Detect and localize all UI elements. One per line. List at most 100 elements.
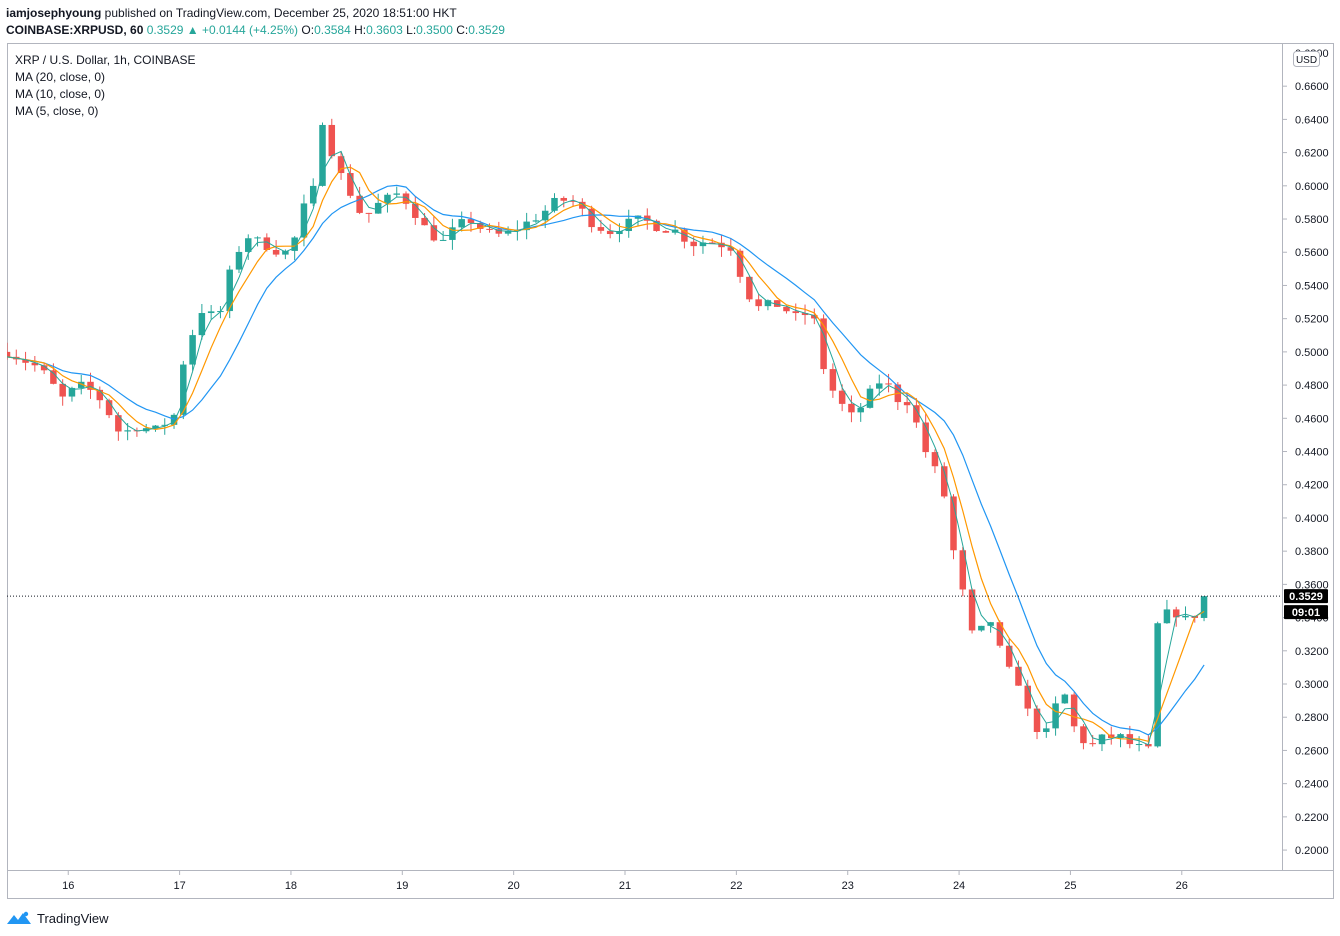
candle-body [1015,666,1022,686]
candle-body [690,241,697,247]
candle-body [708,242,716,244]
price-tick-label: 0.4400 [1295,447,1329,459]
candle-body [263,237,271,250]
candle-body [272,249,280,255]
candle-body [87,381,94,390]
candle-body [959,550,967,590]
candle-body [801,313,809,316]
candle-body [291,237,298,251]
candle-body [560,197,568,201]
candle-body [207,311,215,314]
legend-ma10[interactable]: MA (10, close, 0) [15,87,105,101]
price-tick-label: 0.4000 [1295,513,1329,525]
candle-body [736,250,744,277]
candle-body [838,390,846,404]
candle-body [579,201,586,209]
candle-body [393,193,400,195]
price-tick-label: 0.3600 [1295,579,1329,591]
candle-body [811,315,818,319]
candle-body [950,496,957,551]
candle-body [978,625,985,631]
time-tick-label: 19 [396,880,408,892]
time-axis[interactable]: 16 17 18 19 20 21 22 23 24 25 26 [62,870,1188,892]
candle-body [848,403,855,413]
candle-body [1200,596,1208,618]
currency-badge[interactable]: USD [1293,51,1320,67]
last-price-badge: 0.3529 09:01 [1284,589,1328,620]
candle-body [1024,685,1031,709]
candle-body [727,247,735,251]
currency-label: USD [1296,55,1317,66]
time-tick-label: 24 [953,880,965,892]
candle-body [226,269,233,312]
candle-body [449,227,456,240]
candle-body [504,230,512,234]
candle-body [374,202,382,214]
quote-line: COINBASE:XRPUSD, 60 0.3529 ▲ +0.0144 (+4… [6,22,505,38]
candle-body [198,313,206,336]
candle-body [337,156,345,174]
price-tick-label: 0.4800 [1295,380,1329,392]
candle-body [792,311,800,314]
candle-body [1033,708,1041,732]
price-tick-label: 0.6000 [1295,181,1329,193]
price-tick-label: 0.2000 [1295,845,1329,857]
price-tick-label: 0.4200 [1295,480,1329,492]
candle-body [309,185,317,204]
ma20-line [7,184,1205,736]
candle-body [625,218,632,232]
candle-body [170,414,178,425]
candle-body [541,210,549,221]
low-label: L: [406,23,417,37]
candle-body [180,364,187,415]
candle-body [829,369,837,391]
candle-body [1182,615,1189,618]
candle-body [105,400,113,416]
candle-body [421,217,428,226]
high-label: H: [354,23,367,37]
candle-body [96,389,104,401]
close-label: C: [456,23,469,37]
legend-ma5[interactable]: MA (5, close, 0) [15,104,98,118]
candle-body [885,383,892,385]
candle-body [662,231,670,233]
candle-body [718,242,725,248]
candle-body [1135,744,1143,746]
chart-legend: XRP / U.S. Dollar, 1h, COINBASE MA (20, … [15,53,196,118]
price-tick-label: 0.2400 [1295,779,1329,791]
candle-body [616,231,623,235]
countdown-label: 09:01 [1292,607,1320,619]
candle-body [1080,726,1087,744]
time-tick-label: 16 [62,880,74,892]
price-chart[interactable]: 0.2000 0.2200 0.2400 0.2600 0.2800 0.3000 0.32… [7,43,1334,899]
tradingview-footer[interactable]: TradingView [6,908,109,928]
time-tick-label: 23 [842,880,854,892]
candle-body [551,197,558,211]
candle-body [866,388,874,408]
candle-body [486,228,493,230]
price-tick-label: 0.5800 [1295,214,1329,226]
candle-body [588,208,595,228]
candle-body [7,351,11,357]
candle-body [1108,734,1115,739]
candle-body [430,225,438,241]
last-price-label: 0.3529 [1289,591,1323,603]
candle-body [1005,645,1013,667]
candle-body [412,203,419,218]
candle-body [59,383,66,397]
candle-body [987,622,994,626]
candle-body [68,387,76,397]
candle-body [115,415,122,432]
price-tick-label: 0.5000 [1295,347,1329,359]
candle-body [245,238,252,252]
candle-body [532,220,540,222]
price-tick-label: 0.2200 [1295,812,1329,824]
legend-ma20[interactable]: MA (20, close, 0) [15,70,105,84]
ma10-line [7,166,1205,743]
author-name[interactable]: iamjosephyoung [6,6,102,20]
price-tick-label: 0.2800 [1295,712,1329,724]
candle-body [931,452,939,467]
low-value: 0.3500 [416,23,453,37]
candle-body [439,239,447,241]
candle-body [235,251,243,270]
